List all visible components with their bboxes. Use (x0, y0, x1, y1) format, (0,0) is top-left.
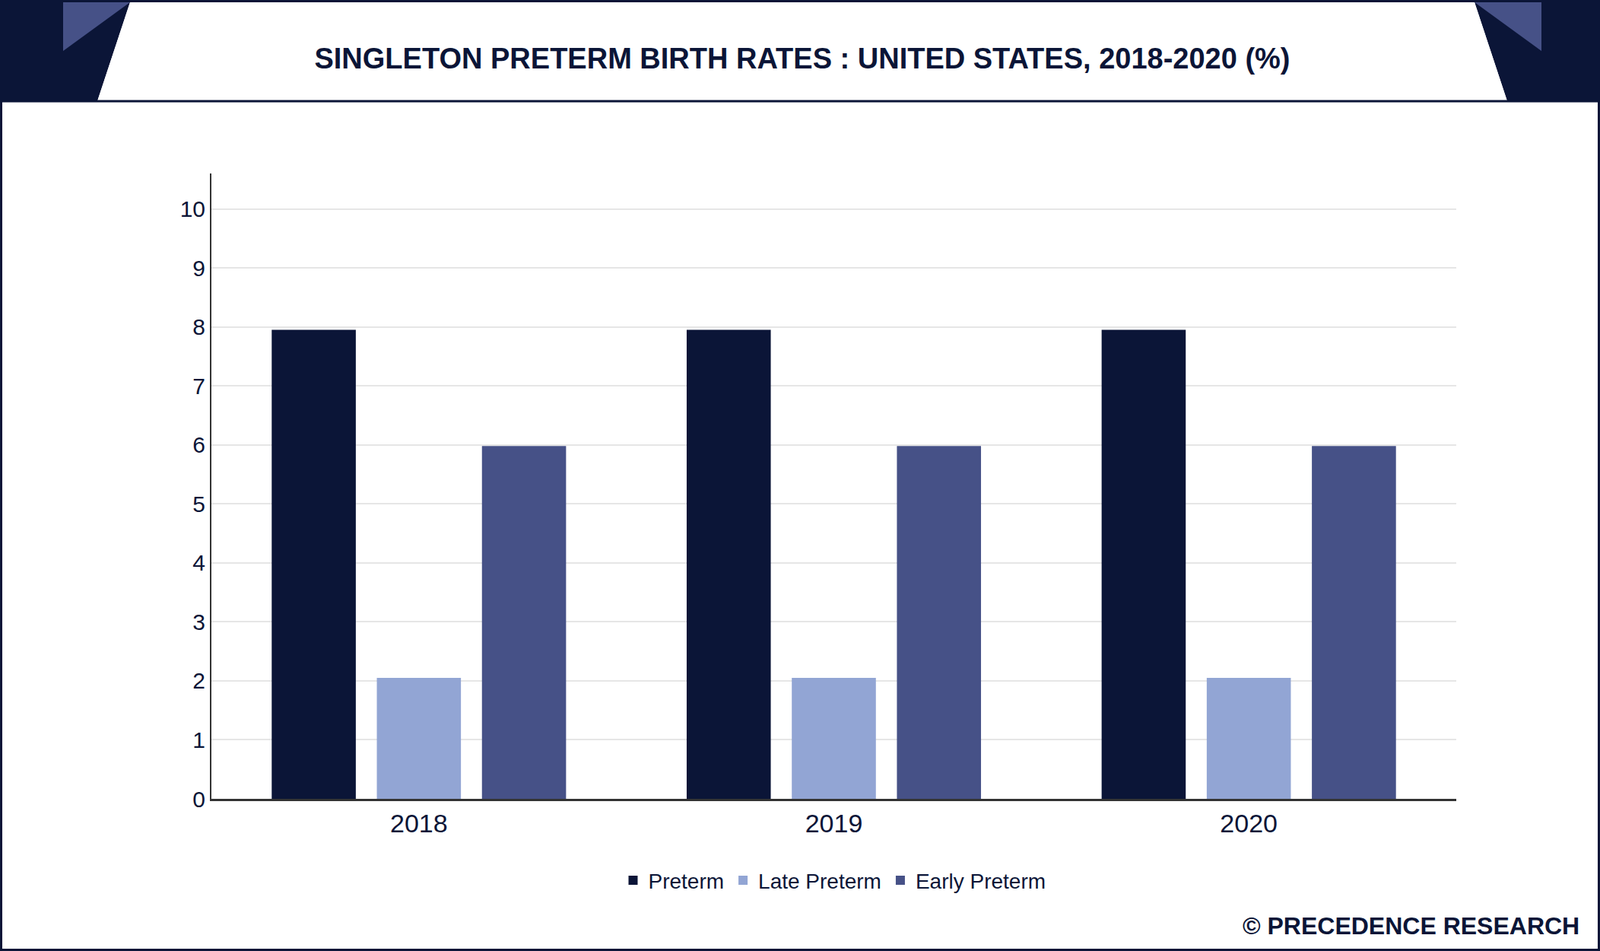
svg-text:3: 3 (192, 609, 206, 635)
svg-text:Preterm: Preterm (648, 869, 725, 893)
svg-text:9: 9 (192, 255, 206, 281)
svg-text:8: 8 (192, 314, 206, 340)
svg-text:5: 5 (192, 491, 206, 517)
svg-text:2020: 2020 (1219, 808, 1278, 838)
svg-text:© PRECEDENCE RESEARCH: © PRECEDENCE RESEARCH (1242, 911, 1580, 940)
svg-text:1: 1 (192, 726, 206, 753)
svg-text:0: 0 (192, 786, 206, 812)
svg-text:Early Preterm: Early Preterm (915, 869, 1046, 893)
svg-text:6: 6 (192, 431, 206, 458)
svg-text:Late Preterm: Late Preterm (758, 869, 882, 893)
svg-text:7: 7 (192, 373, 206, 399)
svg-text:4: 4 (192, 549, 206, 575)
svg-text:2: 2 (192, 667, 206, 693)
svg-text:SINGLETON PRETERM BIRTH RATES: SINGLETON PRETERM BIRTH RATES : UNITED S… (314, 42, 1290, 75)
svg-text:2019: 2019 (805, 808, 864, 838)
svg-text:10: 10 (180, 196, 206, 222)
svg-text:2018: 2018 (390, 808, 448, 838)
